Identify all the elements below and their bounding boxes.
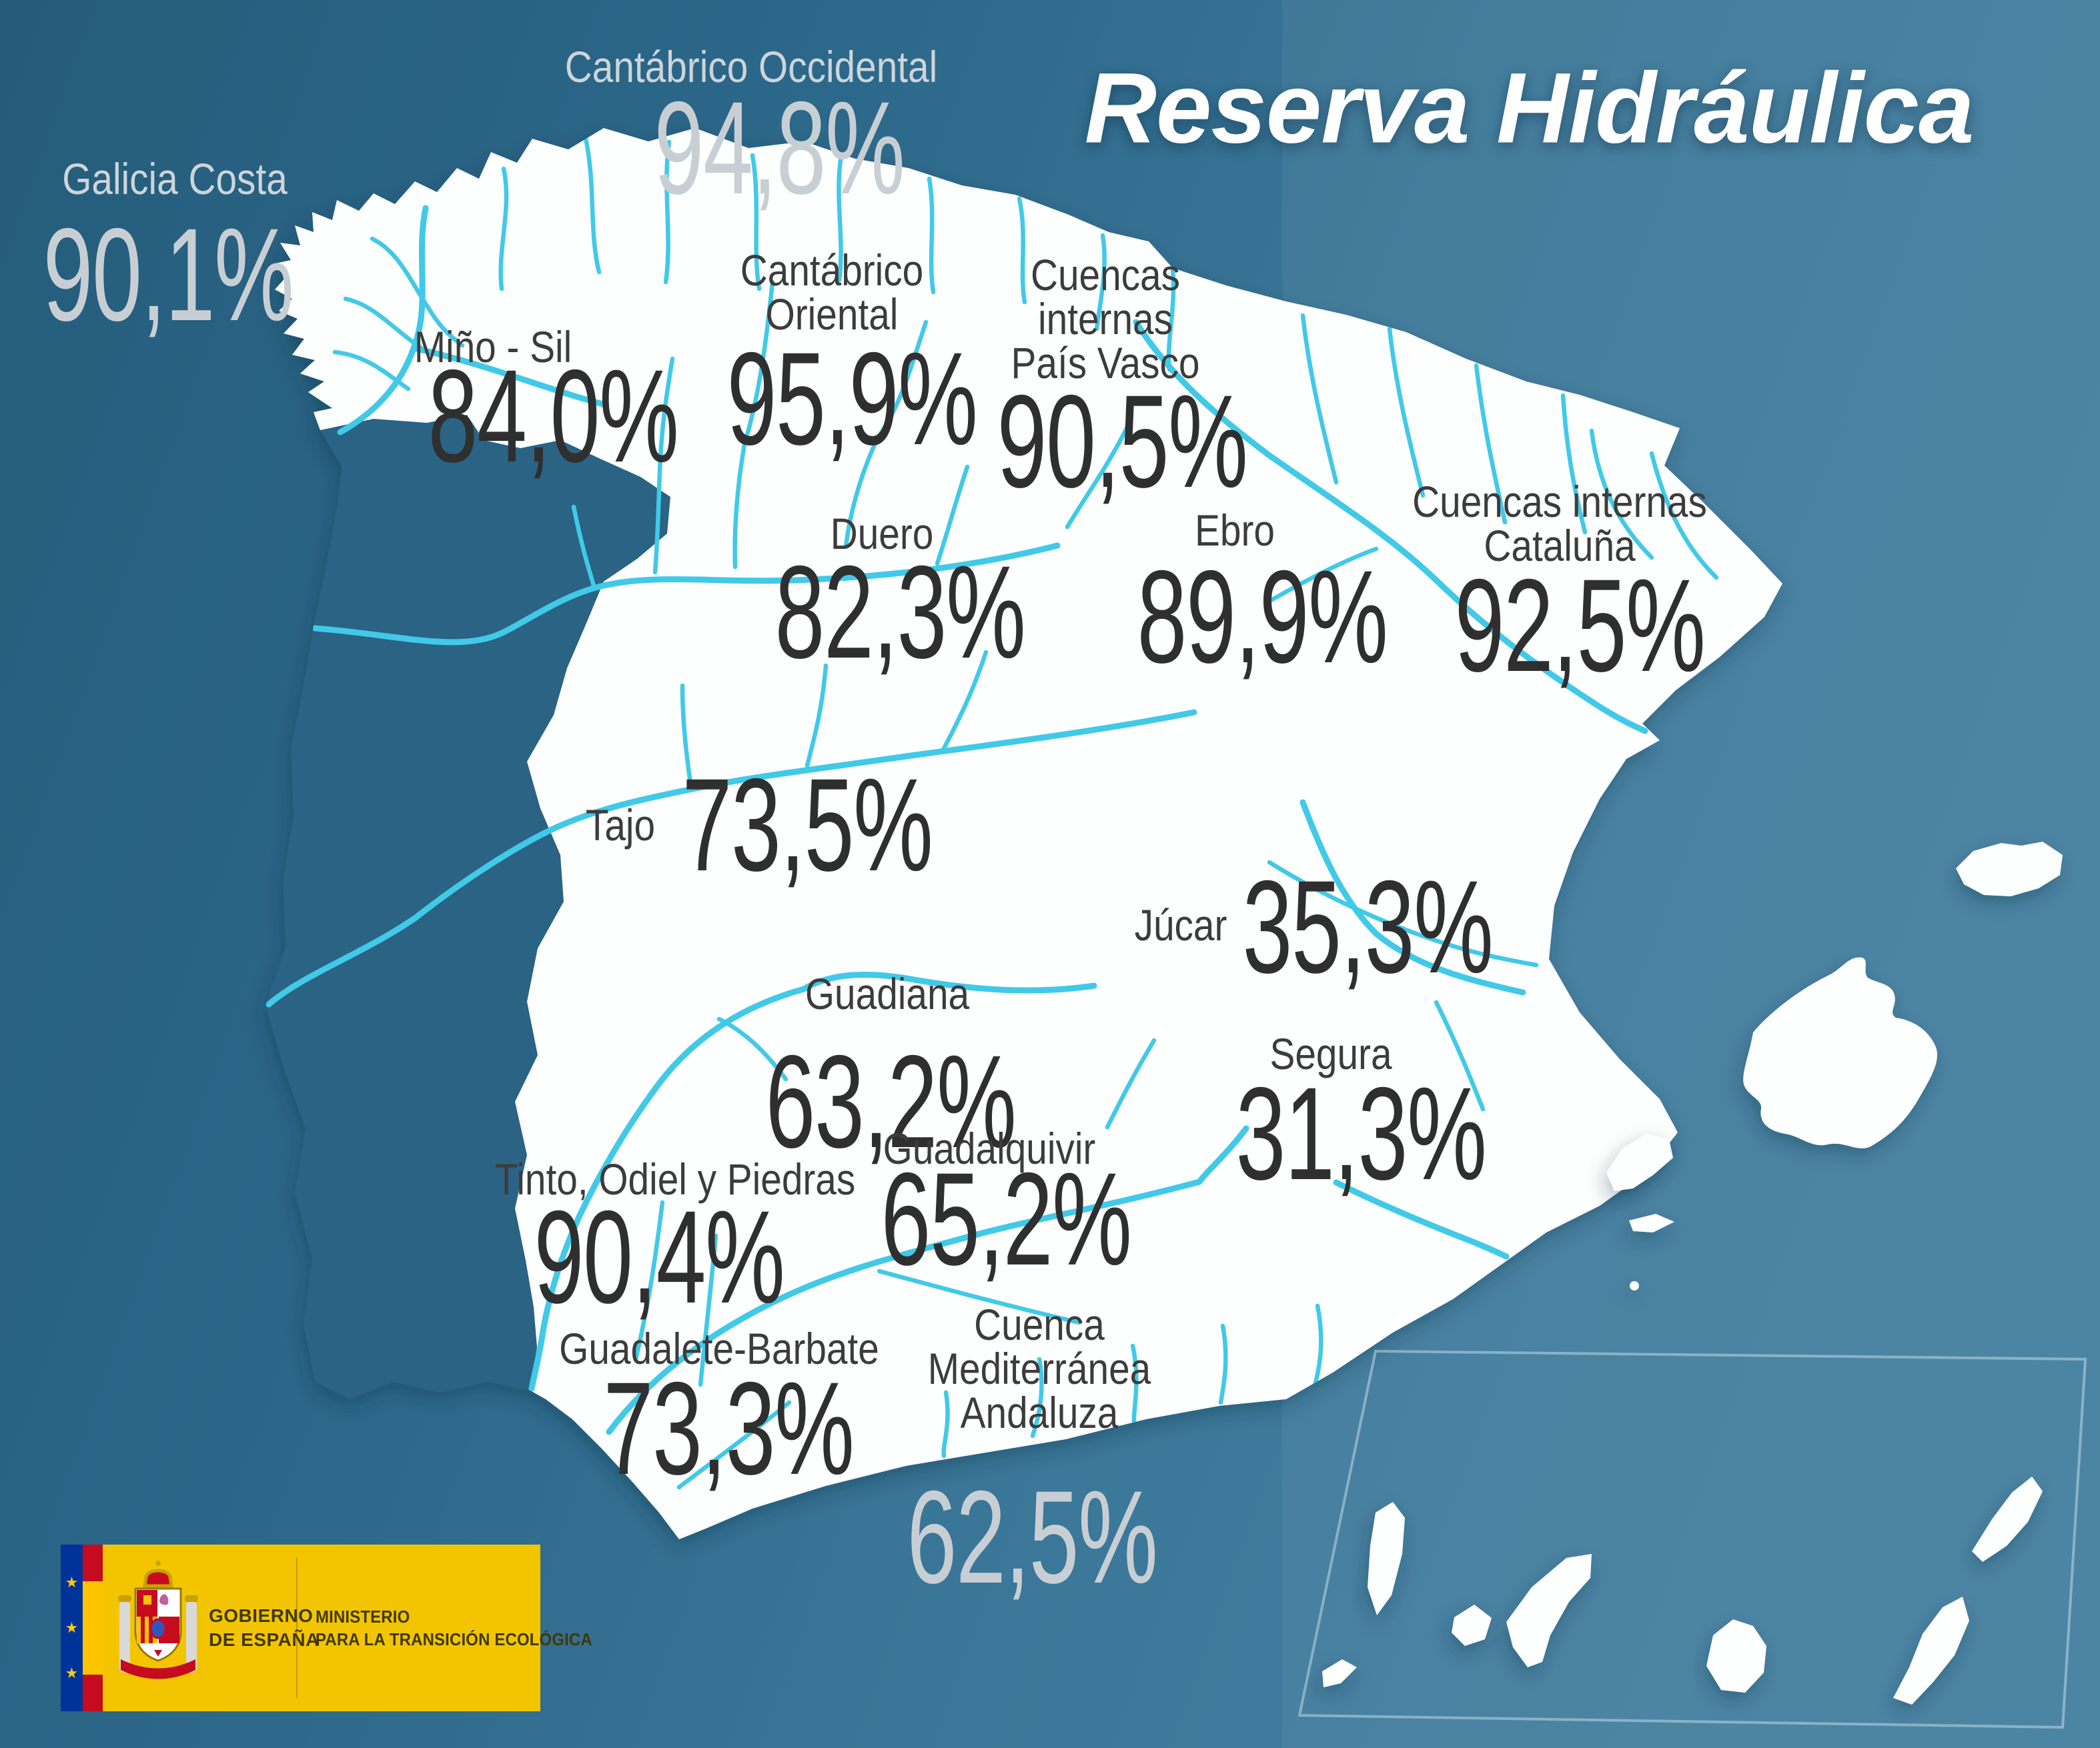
government-logo: ★ ★ ★ GOBIERNO DE ESPAÑA MINIS xyxy=(61,1545,592,1711)
basin-name-cuencas-internas-cataluna: Cuencas internas Cataluña xyxy=(1412,477,1707,570)
tenerife-island xyxy=(1506,1554,1592,1667)
la-gomera-island xyxy=(1452,1605,1492,1646)
eu-star-icon: ★ xyxy=(65,1574,79,1591)
eu-flag-band: ★ ★ ★ xyxy=(61,1545,83,1711)
fuerteventura-island xyxy=(1893,1597,1969,1705)
islet xyxy=(1630,1281,1639,1290)
basin-name-duero: Duero xyxy=(830,509,934,558)
canary-islands-box xyxy=(1297,1349,2087,1729)
basin-value-guadiana: 63,2% xyxy=(765,1028,1017,1175)
ministry-text: MINISTERIO PARA LA TRANSICIÓN ECOLÓGICA xyxy=(316,1607,592,1649)
basin-value-cantabrico-oriental: 95,9% xyxy=(726,325,978,472)
basin-name-cantabrico-oriental: Cantábrico Oriental xyxy=(740,245,924,339)
menorca-island xyxy=(1956,842,2063,896)
basin-value-ebro: 89,9% xyxy=(1137,543,1388,690)
basin-name-cantabrico-occidental: Cantábrico Occidental xyxy=(564,42,938,91)
basin-name-tajo: Tajo xyxy=(585,800,656,850)
basin-name-guadalete-barbate: Guadalete-Barbate xyxy=(559,1324,879,1373)
basin-name-galicia-costa: Galicia Costa xyxy=(62,154,288,203)
basin-value-mino-sil: 84,0% xyxy=(428,342,679,490)
mallorca-island xyxy=(1743,957,1937,1148)
la-palma-island xyxy=(1368,1502,1405,1615)
basin-value-segura: 31,3% xyxy=(1235,1060,1487,1207)
lanzarote-island xyxy=(1972,1477,2043,1562)
basin-name-guadiana: Guadiana xyxy=(805,969,970,1018)
formentera-island xyxy=(1629,1214,1674,1232)
basin-name-tinto-odiel-piedras: Tinto, Odiel y Piedras xyxy=(494,1154,856,1204)
spain-flag-band xyxy=(83,1545,103,1711)
ibiza-island xyxy=(1606,1134,1673,1191)
basin-value-tinto-odiel-piedras: 90,4% xyxy=(534,1183,785,1331)
basin-name-ebro: Ebro xyxy=(1195,506,1275,555)
basin-value-galicia-costa: 90,1% xyxy=(43,201,294,348)
basin-value-cuencas-internas-pais-vasco: 90,5% xyxy=(997,367,1248,515)
eu-star-icon: ★ xyxy=(65,1665,79,1681)
canary-islands xyxy=(1322,1477,2043,1705)
spain-coat-of-arms-icon xyxy=(118,1561,198,1679)
page-title: Reserva Hidráulica xyxy=(1084,51,1975,164)
basin-value-jucar: 35,3% xyxy=(1242,853,1494,1000)
basin-value-tajo: 73,5% xyxy=(682,751,933,898)
basin-name-segura: Segura xyxy=(1269,1029,1392,1078)
basin-value-duero: 82,3% xyxy=(774,538,1026,686)
basin-name-jucar: Júcar xyxy=(1134,900,1227,950)
river-network xyxy=(266,136,1719,1490)
basin-value-cantabrico-occidental: 94,8% xyxy=(654,74,905,221)
basin-name-cuencas-internas-pais-vasco: Cuencas internas País Vasco xyxy=(1011,250,1200,387)
eu-star-icon: ★ xyxy=(65,1619,79,1636)
government-text: GOBIERNO DE ESPAÑA xyxy=(209,1605,320,1650)
logo-divider xyxy=(296,1558,298,1698)
basin-name-mino-sil: Miño - Sil xyxy=(414,322,572,371)
basin-value-cuencas-internas-cataluna: 92,5% xyxy=(1454,552,1706,699)
basin-value-cuenca-mediterranea-andaluza: 62,5% xyxy=(907,1463,1158,1611)
basin-value-guadalquivir: 65,2% xyxy=(881,1145,1132,1292)
el-hierro-island xyxy=(1322,1659,1357,1687)
balearic-islands xyxy=(1606,842,2063,1290)
basin-value-guadalete-barbate: 73,3% xyxy=(603,1355,855,1502)
basin-name-guadalquivir: Guadalquivir xyxy=(883,1124,1096,1173)
gran-canaria-island xyxy=(1706,1619,1766,1693)
basin-name-cuenca-mediterranea-andaluza: Cuenca Mediterránea Andaluza xyxy=(927,1300,1151,1437)
